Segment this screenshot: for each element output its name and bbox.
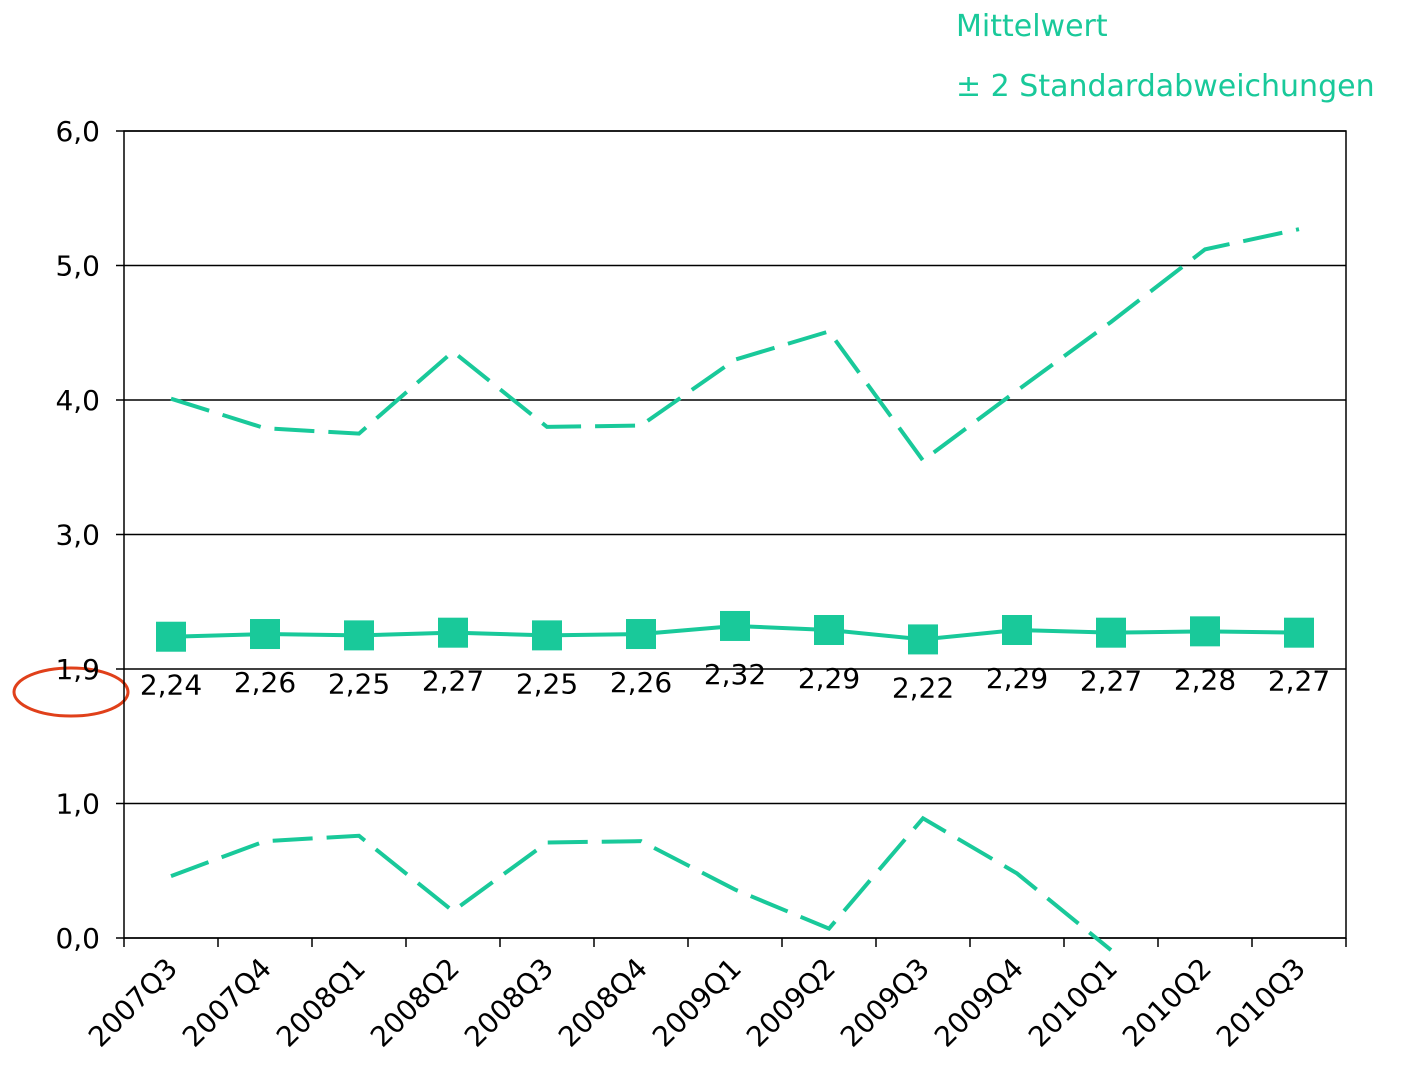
y-tick-label: 3,0 xyxy=(55,519,100,552)
marker xyxy=(720,610,750,641)
x-tick-label: 2009Q1 xyxy=(646,952,748,1054)
marker xyxy=(814,614,844,645)
x-tick-label: 2010Q1 xyxy=(1022,952,1124,1054)
y-tick-label: 0,0 xyxy=(55,922,100,955)
marker xyxy=(532,620,562,651)
data-label: 2,29 xyxy=(986,662,1048,695)
marker xyxy=(156,621,186,652)
data-label: 2,32 xyxy=(704,658,766,691)
data-label: 2,27 xyxy=(422,665,484,698)
data-label: 2,22 xyxy=(892,671,954,704)
marker xyxy=(1284,617,1314,648)
data-label: 2,28 xyxy=(1174,663,1236,696)
x-tick-label: 2008Q3 xyxy=(458,952,560,1054)
marker xyxy=(344,620,374,651)
marker xyxy=(1190,616,1220,647)
data-label: 2,25 xyxy=(516,667,578,700)
series-line xyxy=(170,815,1113,952)
y-tick-label: 1,9 xyxy=(55,653,100,686)
marker xyxy=(908,624,938,655)
marker xyxy=(1002,614,1032,645)
data-label: 2,29 xyxy=(798,662,860,695)
x-tick-label: 2007Q4 xyxy=(176,952,278,1054)
highlight-ellipse xyxy=(12,666,130,718)
x-tick-label: 2010Q3 xyxy=(1210,952,1312,1054)
data-label: 2,25 xyxy=(328,667,390,700)
legend-label: Mittelwert xyxy=(956,9,1108,44)
marker xyxy=(250,619,280,650)
y-tick-label: 1,0 xyxy=(55,788,100,821)
y-tick-label: 6,0 xyxy=(55,115,100,148)
data-label: 2,27 xyxy=(1268,665,1330,698)
series-line xyxy=(170,227,1300,464)
x-tick-label: 2007Q3 xyxy=(82,952,184,1054)
x-tick-label: 2008Q4 xyxy=(552,952,654,1054)
x-tick-label: 2009Q2 xyxy=(740,952,842,1054)
x-tick-label: 2008Q2 xyxy=(364,952,466,1054)
data-label: 2,26 xyxy=(234,666,296,699)
x-tick-label: 2010Q2 xyxy=(1116,952,1218,1054)
data-label: 2,26 xyxy=(610,666,672,699)
y-tick-label: 4,0 xyxy=(55,384,100,417)
data-label: 2,24 xyxy=(140,669,202,702)
x-tick-label: 2009Q3 xyxy=(834,952,936,1054)
marker xyxy=(626,619,656,650)
x-tick-label: 2008Q1 xyxy=(270,952,372,1054)
y-tick-label: 5,0 xyxy=(55,250,100,283)
legend-label: ± 2 Standardabweichungen xyxy=(956,69,1375,104)
x-tick-label: 2009Q4 xyxy=(928,952,1030,1054)
marker xyxy=(1096,617,1126,648)
data-label: 2,27 xyxy=(1080,665,1142,698)
marker xyxy=(438,617,468,648)
